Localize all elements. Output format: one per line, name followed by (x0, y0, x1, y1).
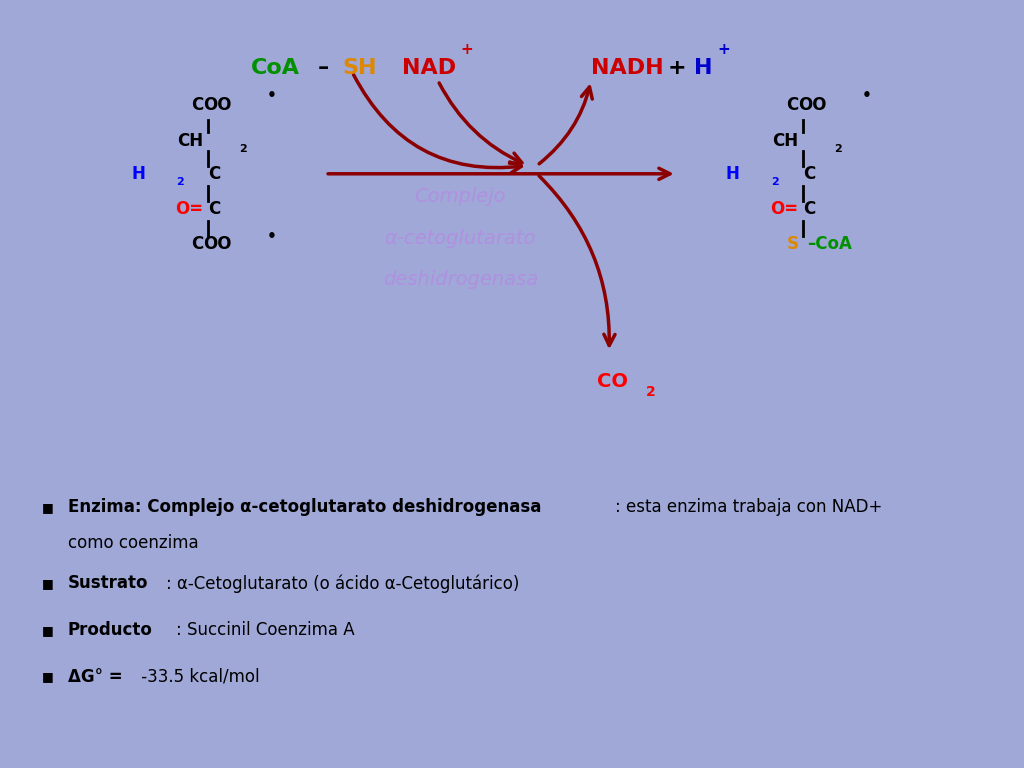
Text: H: H (131, 165, 145, 183)
Text: deshidrogenasa: deshidrogenasa (383, 270, 538, 289)
Text: •: • (266, 229, 276, 243)
FancyArrowPatch shape (539, 176, 615, 346)
Text: 2: 2 (240, 144, 248, 154)
Text: H: H (694, 58, 713, 78)
Text: –CoA: –CoA (807, 235, 852, 253)
Text: C: C (786, 96, 799, 114)
Text: : α-Cetoglutarato (o ácido α-Cetoglutárico): : α-Cetoglutarato (o ácido α-Cetoglutári… (166, 574, 519, 593)
Text: +: + (461, 42, 473, 57)
FancyArrowPatch shape (540, 87, 592, 164)
Text: NADH: NADH (591, 58, 664, 78)
Text: Producto: Producto (68, 621, 153, 639)
Text: ■: ■ (42, 624, 54, 637)
Text: CH: CH (772, 131, 799, 150)
Text: Sustrato: Sustrato (68, 574, 148, 592)
FancyArrowPatch shape (353, 74, 521, 173)
Text: O=: O= (175, 200, 204, 218)
Text: C: C (803, 200, 815, 218)
Text: 2: 2 (176, 177, 184, 187)
Text: C: C (803, 165, 815, 183)
Text: •: • (861, 88, 871, 102)
Text: H: H (726, 165, 739, 183)
Text: 2: 2 (771, 177, 779, 187)
Text: ■: ■ (42, 670, 54, 684)
Text: como coenzima: como coenzima (68, 534, 199, 551)
Text: -33.5 kcal/mol: -33.5 kcal/mol (136, 667, 260, 686)
Text: Enzima: Complejo α-cetoglutarato deshidrogenasa: Enzima: Complejo α-cetoglutarato deshidr… (68, 498, 541, 517)
Text: ■: ■ (42, 577, 54, 590)
Text: ■: ■ (42, 501, 54, 514)
Text: CH: CH (177, 131, 204, 150)
Text: SH: SH (342, 58, 377, 78)
Text: S: S (786, 235, 799, 253)
Text: 2: 2 (646, 385, 655, 399)
Text: : esta enzima trabaja con NAD+: : esta enzima trabaja con NAD+ (615, 498, 883, 517)
Text: Complejo: Complejo (415, 187, 506, 206)
Text: –: – (317, 58, 329, 78)
Text: : Succinil Coenzima A: : Succinil Coenzima A (176, 621, 354, 639)
Text: •: • (266, 88, 276, 102)
Text: α-cetoglutarato: α-cetoglutarato (385, 229, 537, 247)
Text: OO: OO (799, 96, 826, 114)
Text: ΔG° =: ΔG° = (68, 667, 122, 686)
Text: 2: 2 (835, 144, 842, 154)
Text: C: C (191, 96, 204, 114)
Text: NAD: NAD (401, 58, 456, 78)
Text: OO: OO (204, 235, 232, 253)
Text: C: C (191, 235, 204, 253)
Text: O=: O= (770, 200, 799, 218)
Text: C: C (208, 165, 220, 183)
Text: CO: CO (597, 372, 629, 391)
Text: C: C (208, 200, 220, 218)
Text: CoA: CoA (251, 58, 300, 78)
Text: +: + (717, 42, 730, 57)
Text: OO: OO (204, 96, 232, 114)
Text: +: + (668, 58, 686, 78)
FancyArrowPatch shape (439, 83, 522, 164)
